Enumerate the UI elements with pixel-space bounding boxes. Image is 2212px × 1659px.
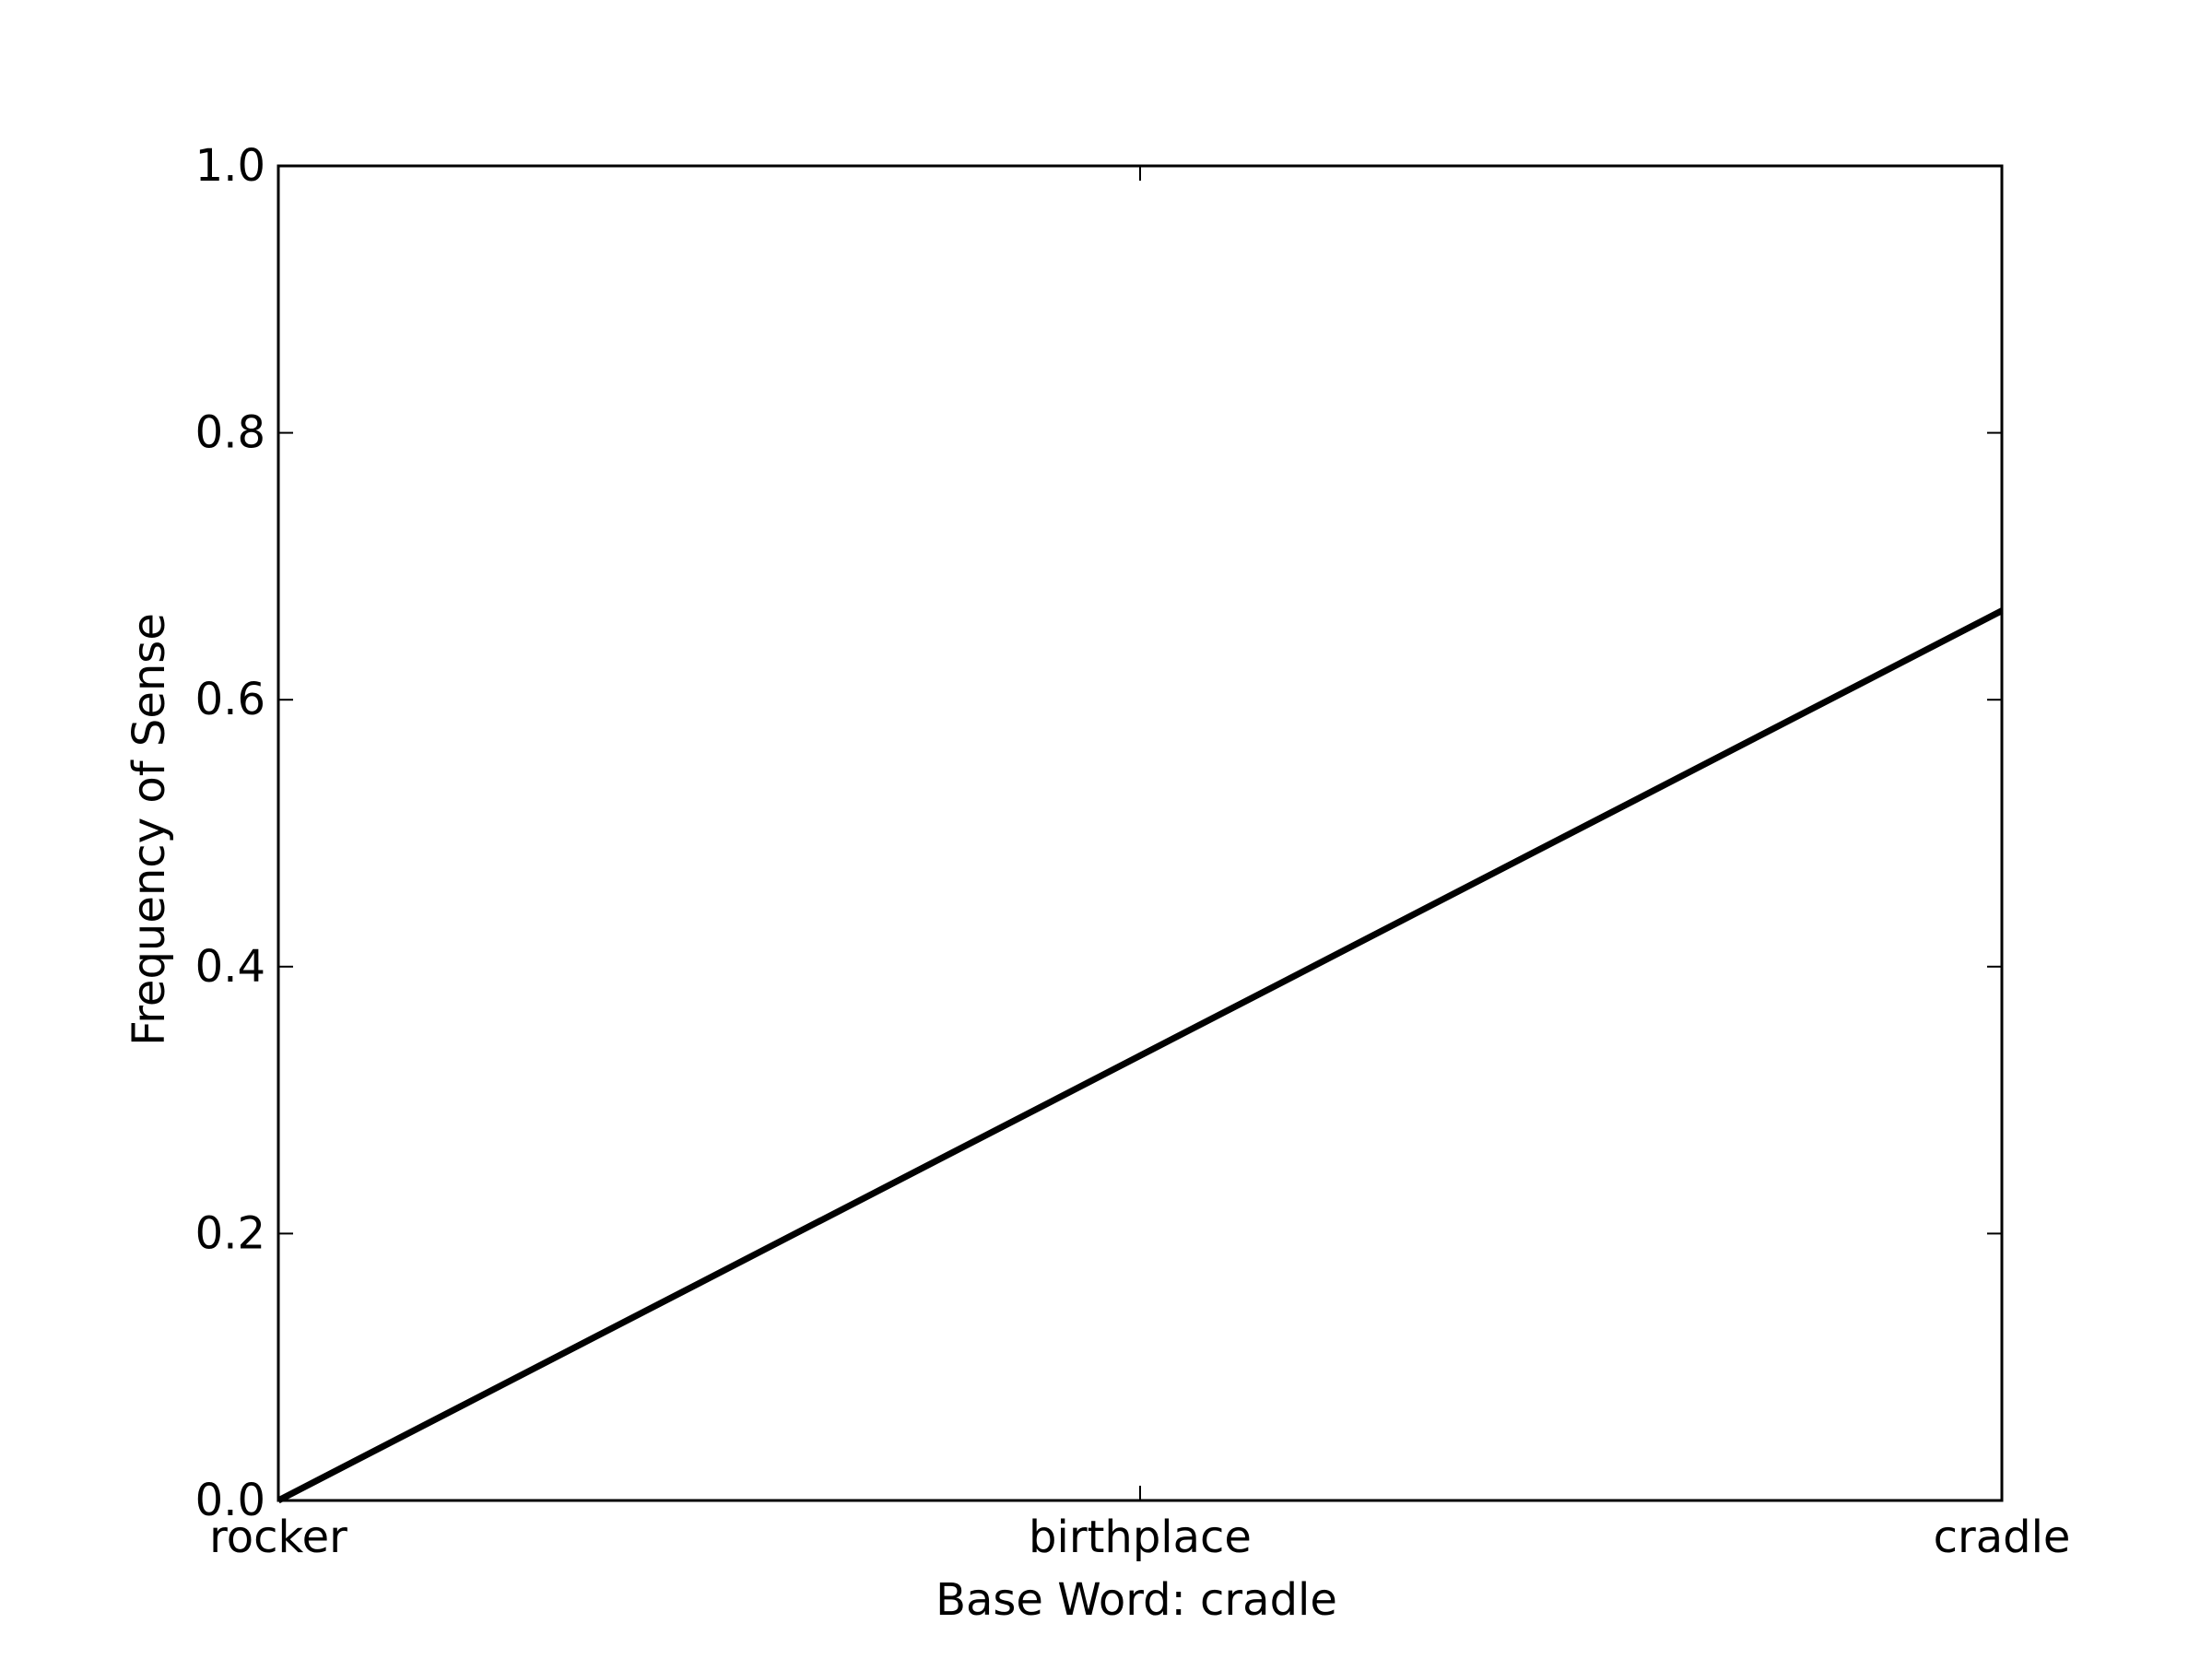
plot-area: 0.0 0.2 0.4 0.6 0.8 1.0 rocker birthplace cradle (195, 140, 2071, 1563)
x-tick-label: cradle (1934, 1512, 2071, 1563)
y-tick-label: 0.6 (195, 674, 265, 725)
y-tick-label: 1.0 (195, 140, 265, 192)
y-tick-label: 0.8 (195, 407, 265, 459)
y-tick-label: 0.0 (195, 1475, 265, 1526)
y-axis-label: Frequency of Sense (124, 613, 175, 1046)
x-tick-label: birthplace (1029, 1512, 1252, 1563)
series-line-1 (276, 607, 2004, 1504)
x-tick-label: rocker (209, 1512, 347, 1563)
plot-frame (276, 164, 2004, 1502)
y-tick-label: 0.4 (195, 941, 265, 993)
y-tick-label: 0.2 (195, 1207, 265, 1259)
x-axis-label: Base Word: cradle (935, 1574, 1337, 1626)
